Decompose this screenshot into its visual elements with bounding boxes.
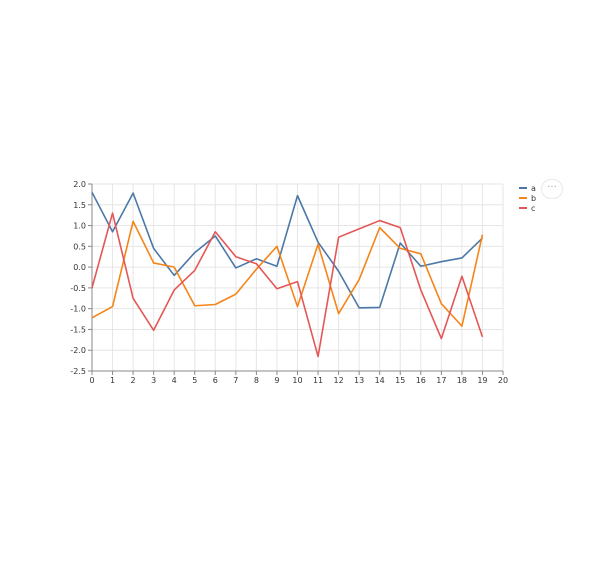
x-tick-label: 15 <box>395 376 405 385</box>
x-tick-label: 7 <box>233 376 238 385</box>
y-tick-label: 0.0 <box>73 263 86 272</box>
legend-label-b: b <box>531 194 536 203</box>
legend-label-a: a <box>531 184 536 193</box>
x-tick-label: 6 <box>213 376 218 385</box>
grid <box>91 183 504 372</box>
x-tick-label: 3 <box>151 376 156 385</box>
legend: abc <box>519 184 536 213</box>
x-tick-label: 17 <box>436 376 446 385</box>
y-tick-label: -1.5 <box>70 325 86 334</box>
x-tick-label: 14 <box>375 376 385 385</box>
x-tick-label: 20 <box>498 376 508 385</box>
x-tick-label: 9 <box>274 376 279 385</box>
y-tick-label: -0.5 <box>70 284 86 293</box>
x-tick-label: 4 <box>172 376 177 385</box>
x-tick-label: 8 <box>254 376 259 385</box>
x-tick-label: 2 <box>131 376 136 385</box>
y-tick-label: 0.5 <box>73 242 86 251</box>
y-tick-label: -2.5 <box>70 367 86 376</box>
y-tick-label: 1.5 <box>73 201 86 210</box>
y-tick-label: -2.0 <box>70 346 86 355</box>
y-tick-label: 2.0 <box>73 180 86 189</box>
series-line-c <box>91 212 484 358</box>
series-line-a <box>91 191 484 309</box>
x-tick-label: 10 <box>292 376 302 385</box>
y-tick-label: -1.0 <box>70 305 86 314</box>
x-tick-label: 19 <box>477 376 487 385</box>
series-lines <box>91 191 484 358</box>
x-tick-label: 0 <box>89 376 94 385</box>
chart-actions-menu-button[interactable]: ··· <box>541 179 563 199</box>
x-tick-label: 5 <box>192 376 197 385</box>
x-tick-label: 13 <box>354 376 364 385</box>
x-tick-label: 18 <box>457 376 467 385</box>
x-tick-label: 16 <box>416 376 426 385</box>
axes: 0 1 2 3 4 5 6 7 8 9 10 11 12 13 14 15 16 17 18 19 202.01.51.… <box>70 180 508 385</box>
legend-label-c: c <box>531 204 535 213</box>
x-tick-label: 1 <box>110 376 115 385</box>
y-tick-label: 1.0 <box>73 222 86 231</box>
x-tick-label: 11 <box>313 376 323 385</box>
series-line-b <box>91 220 484 327</box>
x-tick-label: 12 <box>334 376 344 385</box>
